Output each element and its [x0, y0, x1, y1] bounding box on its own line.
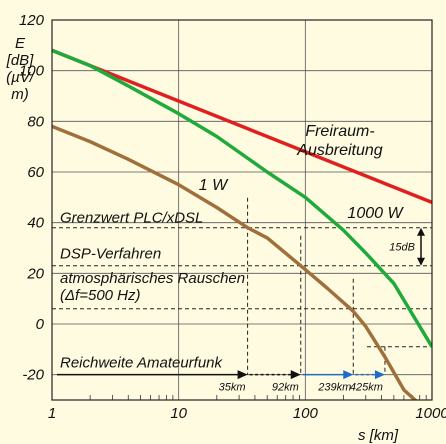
series-label: Freiraum-	[305, 123, 374, 140]
threshold-label: Grenzwert PLC/xDSL	[60, 210, 203, 227]
y-tick-label: 80	[27, 113, 44, 130]
threshold-sublabel: (Δf=500 Hz)	[60, 287, 141, 304]
dimension-arrow-head-up	[417, 227, 425, 236]
series-lines	[52, 48, 432, 400]
threshold-label: DSP-Verfahren	[60, 246, 161, 263]
y-axis-label: (µV/	[6, 69, 36, 86]
range-point-label: 92km	[272, 382, 299, 394]
series-line	[52, 48, 432, 348]
dimension-arrow-head-down	[417, 257, 425, 266]
range-title: Reichweite Amateurfunk	[60, 355, 224, 372]
y-tick-label: 20	[26, 265, 44, 282]
y-tick-label: 0	[36, 316, 45, 333]
y-tick-label: -20	[22, 367, 44, 384]
range-arrow-head	[290, 370, 301, 380]
series-label: 1 W	[199, 177, 229, 194]
dimension-label: 15dB	[389, 242, 415, 254]
series-label: Ausbreitung	[296, 142, 382, 159]
x-axis-label: s [km]	[358, 427, 399, 444]
threshold-label: atmosphärisches Rauschen	[60, 270, 245, 287]
y-tick-label: 60	[27, 164, 44, 181]
x-tick-label: 10	[170, 405, 187, 422]
plot-frame	[51, 19, 433, 401]
x-tick-label: 1	[48, 405, 56, 422]
range-arrow-head	[374, 370, 385, 380]
y-axis-label: [dB]	[6, 52, 35, 69]
y-tick-label: 100	[19, 63, 45, 80]
range-arrow-head	[343, 370, 354, 380]
series-line	[52, 48, 432, 205]
range-point-label: 239km	[317, 382, 351, 394]
range-point-label: 425km	[350, 382, 383, 394]
y-tick-label: 120	[19, 12, 45, 29]
series-label: 1000 W	[347, 205, 404, 222]
range-arrows	[57, 370, 385, 380]
series-line	[52, 124, 418, 400]
y-axis-label: m)	[11, 86, 29, 103]
x-tick-label: 1000	[415, 405, 446, 422]
range-point-label: 35km	[219, 382, 246, 394]
plot-background	[52, 20, 432, 400]
y-tick-label: 40	[27, 215, 44, 232]
y-axis-label: E	[15, 35, 26, 52]
range-arrow-head	[237, 370, 248, 380]
annotations: E[dB](µV/m)s [km]Freiraum-Ausbreitung100…	[6, 35, 425, 444]
x-tick-label: 100	[293, 405, 319, 422]
